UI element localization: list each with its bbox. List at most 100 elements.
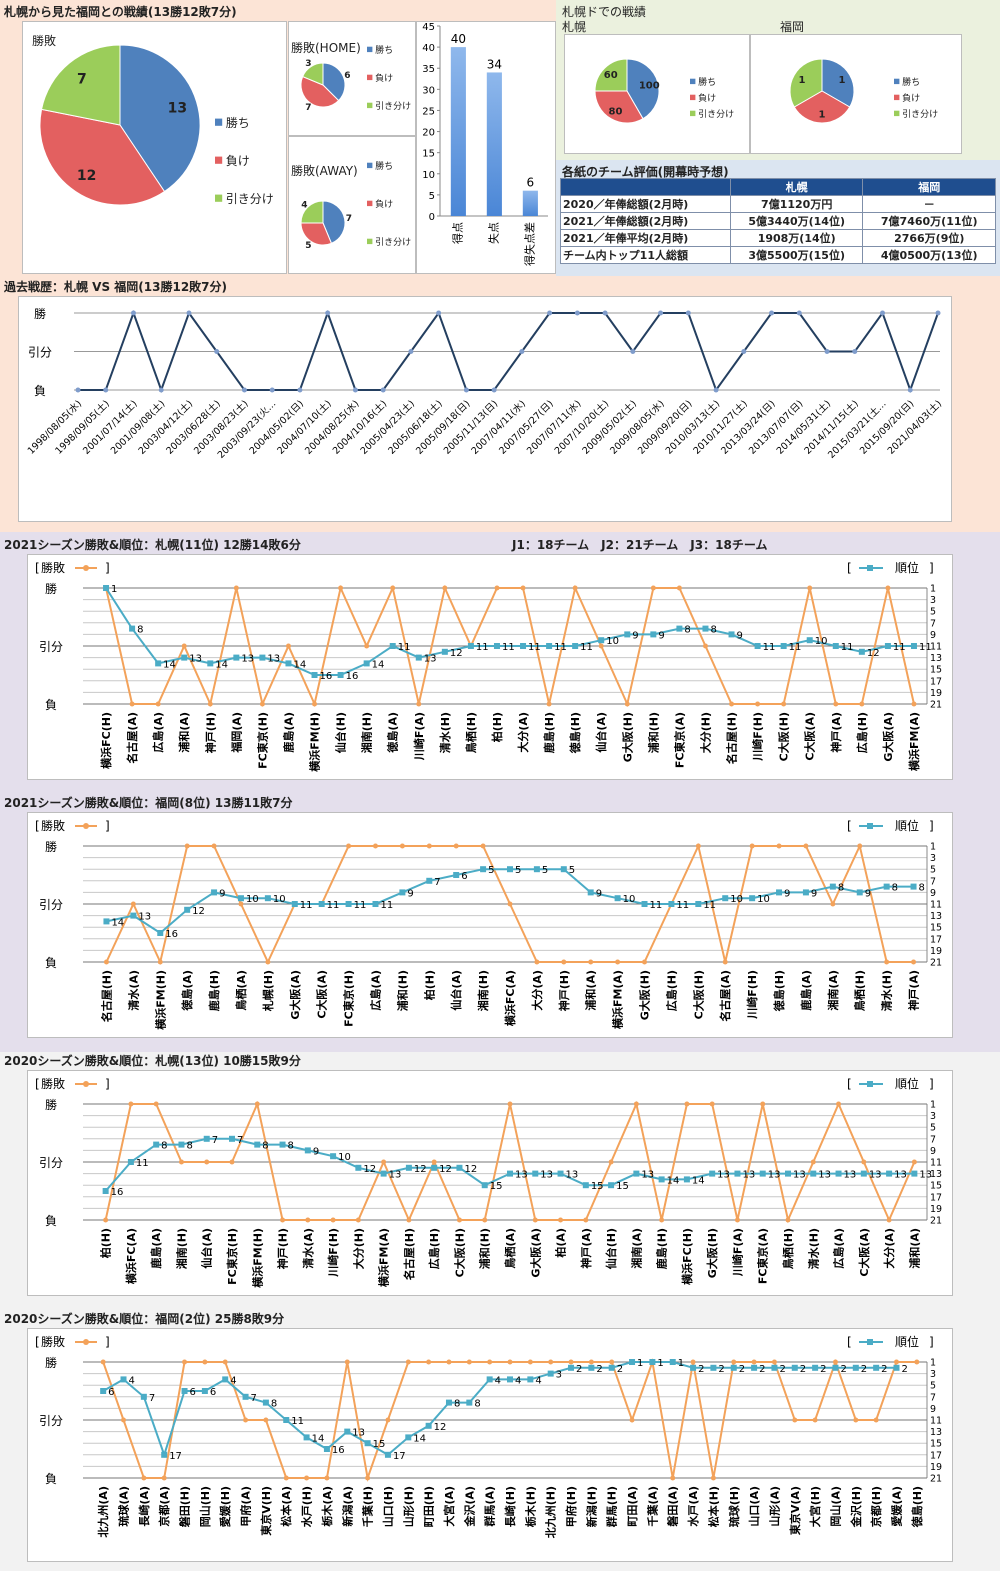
result-point-17 bbox=[446, 1359, 452, 1365]
pie-slice-2 bbox=[300, 200, 324, 224]
result-point-6 bbox=[259, 701, 265, 707]
rank-point-30 bbox=[710, 1364, 717, 1371]
league-note: J1：18チーム J2：21チーム J3：18チーム bbox=[512, 538, 768, 552]
rank-value-22: 11 bbox=[703, 900, 716, 911]
result-point-16 bbox=[507, 1101, 513, 1107]
result-point-5 bbox=[202, 1359, 208, 1365]
hist-point-20 bbox=[630, 349, 636, 354]
legend-rank-bracket-r: ] bbox=[929, 1335, 934, 1349]
rank-tick-0: 1 bbox=[930, 1100, 936, 1111]
opponent-label-37: 金沢(H) bbox=[849, 1486, 863, 1528]
legend-label-0: 勝ち bbox=[375, 160, 393, 172]
result-point-25 bbox=[609, 1359, 615, 1365]
opponent-label-0: 横浜FC(H) bbox=[99, 712, 113, 769]
result-point-30 bbox=[885, 585, 891, 591]
opponent-label-3: 浦和(A) bbox=[177, 712, 191, 753]
result-point-24 bbox=[749, 843, 755, 849]
rank-value-27: 1 bbox=[657, 1358, 663, 1369]
result-point-13 bbox=[453, 843, 459, 849]
legend-label-2: 引き分け bbox=[226, 192, 274, 206]
opponent-label-26: FC東京(A) bbox=[756, 1228, 770, 1284]
opponent-label-0: 名古屋(H) bbox=[99, 970, 113, 1022]
opponent-label-15: 横浜FC(A) bbox=[503, 970, 517, 1026]
rank-value-36: 2 bbox=[840, 1364, 846, 1375]
pie-slice-0 bbox=[322, 62, 346, 102]
opponent-label-8: 清水(A) bbox=[301, 1228, 315, 1269]
rank-value-18: 11 bbox=[580, 642, 593, 653]
pie-slice-0 bbox=[626, 58, 660, 120]
rank-value-22: 8 bbox=[684, 625, 690, 636]
opponent-label-5: 鳥栖(A) bbox=[234, 970, 248, 1011]
rank-tick-7: 15 bbox=[930, 1439, 942, 1450]
rank-value-18: 13 bbox=[566, 1170, 579, 1181]
result-point-11 bbox=[390, 585, 396, 591]
rank-point-35 bbox=[812, 1364, 819, 1371]
legend-rank-bracket-r: ] bbox=[929, 561, 934, 575]
rank-point-14 bbox=[480, 866, 487, 873]
legend-label-0: 勝ち bbox=[902, 76, 920, 88]
rank-value-24: 2 bbox=[596, 1364, 602, 1375]
rank-point-25 bbox=[734, 1170, 741, 1177]
opponent-label-21: 湘南(A) bbox=[629, 1228, 643, 1269]
rank-point-8 bbox=[262, 1399, 269, 1406]
rank-value-7: 8 bbox=[288, 1141, 294, 1152]
opponent-label-13: 清水(H) bbox=[438, 712, 452, 753]
rank-point-5 bbox=[229, 1135, 235, 1142]
rank-tick-9: 19 bbox=[930, 1204, 942, 1215]
rank-tick-5: 11 bbox=[930, 642, 942, 653]
pie-value-2: 7 bbox=[77, 72, 87, 88]
rank-value-4: 6 bbox=[190, 1387, 196, 1398]
rank-value-21: 9 bbox=[658, 630, 664, 641]
opponent-label-27: 湘南(A) bbox=[826, 970, 840, 1011]
opponent-label-10: 水戸(H) bbox=[300, 1486, 314, 1527]
result-point-23 bbox=[722, 959, 728, 965]
result-point-18 bbox=[466, 1359, 472, 1365]
rank-point-22 bbox=[658, 1176, 665, 1183]
result-point-4 bbox=[207, 701, 213, 707]
result-ylabel-2: 負 bbox=[45, 1472, 57, 1486]
rank-value-33: 2 bbox=[779, 1364, 785, 1375]
opponent-label-5: 福岡(A) bbox=[229, 712, 243, 754]
opponent-label-31: 横浜FM(A) bbox=[907, 712, 921, 771]
result-point-1 bbox=[129, 701, 135, 707]
rank-line bbox=[106, 868, 914, 935]
opponent-label-18: 浦和(A) bbox=[584, 970, 598, 1011]
rank-point-5 bbox=[201, 1388, 208, 1394]
rank-tick-10: 21 bbox=[930, 1474, 942, 1485]
result-point-4 bbox=[204, 1159, 210, 1165]
rank-value-1: 13 bbox=[138, 912, 151, 923]
opponent-label-9: 松本(A) bbox=[279, 1486, 293, 1527]
bar-0 bbox=[450, 47, 466, 216]
pie-slice-0 bbox=[322, 200, 346, 244]
rank-point-22 bbox=[547, 1370, 554, 1377]
legend-swatch-2 bbox=[215, 194, 223, 202]
legend-label-1: 負け bbox=[375, 198, 393, 210]
rank-point-17 bbox=[546, 643, 553, 649]
rank-value-6: 13 bbox=[267, 654, 280, 665]
rank-point-1 bbox=[120, 1376, 127, 1383]
result-point-18 bbox=[558, 1217, 564, 1223]
result-point-9 bbox=[338, 585, 344, 591]
result-point-28 bbox=[857, 843, 863, 849]
legend-rank-label: 順位 bbox=[895, 818, 919, 833]
eval-cell: 2766万(9位) bbox=[862, 229, 996, 247]
opponent-label-19: 横浜FM(A) bbox=[611, 970, 625, 1029]
rank-point-5 bbox=[233, 654, 240, 661]
opponent-label-31: 大分(A) bbox=[882, 1228, 896, 1269]
opponent-label-27: C大阪(A) bbox=[803, 712, 817, 761]
opponent-label-29: 清水(H) bbox=[880, 970, 894, 1011]
rank-point-36 bbox=[832, 1364, 839, 1371]
rank-point-9 bbox=[337, 672, 344, 678]
opponent-label-4: 神戸(H) bbox=[203, 712, 217, 753]
result-point-3 bbox=[161, 1475, 167, 1481]
hist-ylabel-1: 引分 bbox=[28, 346, 52, 360]
legend-swatch-0 bbox=[367, 46, 373, 53]
table-row: 2021／年俸平均(2月時) 1908万(14位) 2766万(9位) bbox=[560, 229, 996, 247]
opponent-label-6: 愛媛(H) bbox=[218, 1486, 232, 1527]
result-point-7 bbox=[285, 643, 291, 649]
rank-value-10: 11 bbox=[380, 900, 393, 911]
result-point-10 bbox=[355, 1217, 361, 1223]
rank-point-2 bbox=[153, 1141, 160, 1148]
rank-value-8: 16 bbox=[320, 671, 333, 682]
